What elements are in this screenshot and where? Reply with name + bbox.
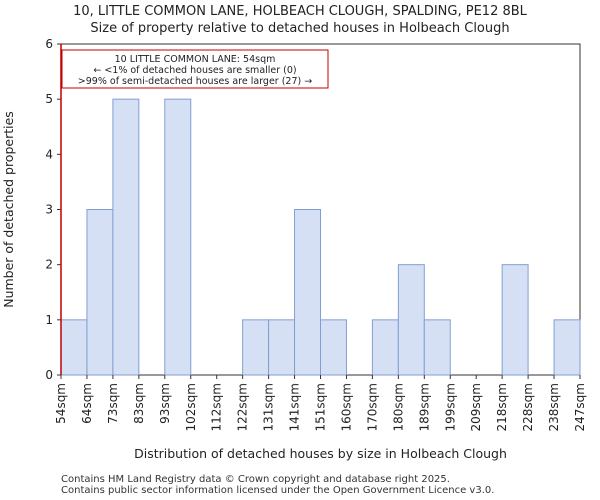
y-tick-label: 0 bbox=[45, 368, 53, 382]
histogram-bar bbox=[397, 264, 425, 376]
x-tick-label: 54sqm bbox=[54, 383, 68, 424]
histogram-bar bbox=[86, 209, 114, 376]
x-tick-label: 199sqm bbox=[443, 383, 457, 431]
x-tick-label: 131sqm bbox=[262, 383, 276, 431]
footer-copyright: Contains HM Land Registry data © Crown c… bbox=[61, 474, 450, 485]
histogram-bar bbox=[501, 264, 529, 376]
x-tick-label: 93sqm bbox=[158, 383, 172, 424]
annotation-text-line: >99% of semi-detached houses are larger … bbox=[78, 76, 312, 87]
x-axis-label: Distribution of detached houses by size … bbox=[134, 446, 507, 461]
x-tick-label: 112sqm bbox=[210, 383, 224, 431]
histogram-chart: 0 1 2 3 4 5 6 54sqm 64sqm 73sqm 83sqm 93sqm 102sqm 11… bbox=[1, 37, 587, 461]
y-tick-label: 3 bbox=[45, 203, 53, 217]
annotation-text-line: 10 LITTLE COMMON LANE: 54sqm bbox=[115, 54, 276, 65]
x-tick-label: 180sqm bbox=[391, 383, 405, 431]
histogram-bar bbox=[320, 319, 347, 376]
x-tick-label: 218sqm bbox=[495, 383, 509, 431]
chart-subtitle: Size of property relative to detached ho… bbox=[90, 21, 510, 36]
y-tick-label: 5 bbox=[45, 92, 53, 106]
x-tick-label: 141sqm bbox=[288, 383, 302, 431]
x-tick-label: 122sqm bbox=[236, 383, 250, 431]
annotation-text-line: ← <1% of detached houses are smaller (0) bbox=[93, 65, 296, 76]
histogram-bar bbox=[164, 98, 192, 376]
x-tick-label: 170sqm bbox=[365, 383, 379, 431]
x-tick-label: 64sqm bbox=[80, 383, 94, 424]
x-tick-label: 73sqm bbox=[106, 383, 120, 424]
x-tick-label: 160sqm bbox=[339, 383, 353, 431]
histogram-bar bbox=[553, 319, 581, 376]
annotation-box bbox=[61, 49, 329, 89]
histogram-bar bbox=[268, 319, 296, 376]
histogram-bar bbox=[242, 319, 270, 376]
footer-licence: Contains public sector information licen… bbox=[61, 485, 495, 496]
x-tick-label: 228sqm bbox=[521, 383, 535, 431]
x-tick-label: 151sqm bbox=[314, 383, 328, 431]
x-tick-label: 209sqm bbox=[469, 383, 483, 431]
x-tick-label: 102sqm bbox=[184, 383, 198, 431]
y-tick-label: 4 bbox=[45, 147, 53, 161]
y-tick-label: 6 bbox=[45, 37, 53, 51]
histogram-bar bbox=[294, 209, 321, 376]
y-tick-label: 2 bbox=[45, 258, 53, 272]
x-tick-label: 247sqm bbox=[573, 383, 587, 431]
histogram-bar bbox=[112, 98, 140, 376]
y-axis-label: Number of detached properties bbox=[1, 111, 16, 308]
chart-title: 10, LITTLE COMMON LANE, HOLBEACH CLOUGH,… bbox=[73, 4, 527, 19]
x-tick-label: 238sqm bbox=[547, 383, 561, 431]
histogram-bar bbox=[371, 319, 399, 376]
x-tick-label: 189sqm bbox=[417, 383, 431, 431]
y-tick-label: 1 bbox=[45, 313, 53, 327]
histogram-bar bbox=[423, 319, 451, 376]
histogram-bar bbox=[60, 319, 88, 376]
x-tick-label: 83sqm bbox=[132, 383, 146, 424]
